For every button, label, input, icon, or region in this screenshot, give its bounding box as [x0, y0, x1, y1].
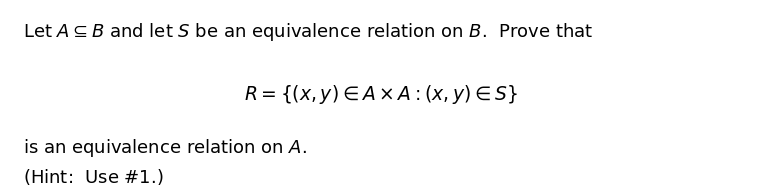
Text: Let $A \subseteq B$ and let $S$ be an equivalence relation on $B$.  Prove that: Let $A \subseteq B$ and let $S$ be an eq…: [23, 21, 593, 43]
Text: (Hint:  Use $\#1$.): (Hint: Use $\#1$.): [23, 167, 164, 187]
Text: is an equivalence relation on $A$.: is an equivalence relation on $A$.: [23, 137, 307, 159]
Text: $R = \{(x, y) \in A \times A : (x, y) \in S\}$: $R = \{(x, y) \in A \times A : (x, y) \i…: [244, 83, 518, 107]
